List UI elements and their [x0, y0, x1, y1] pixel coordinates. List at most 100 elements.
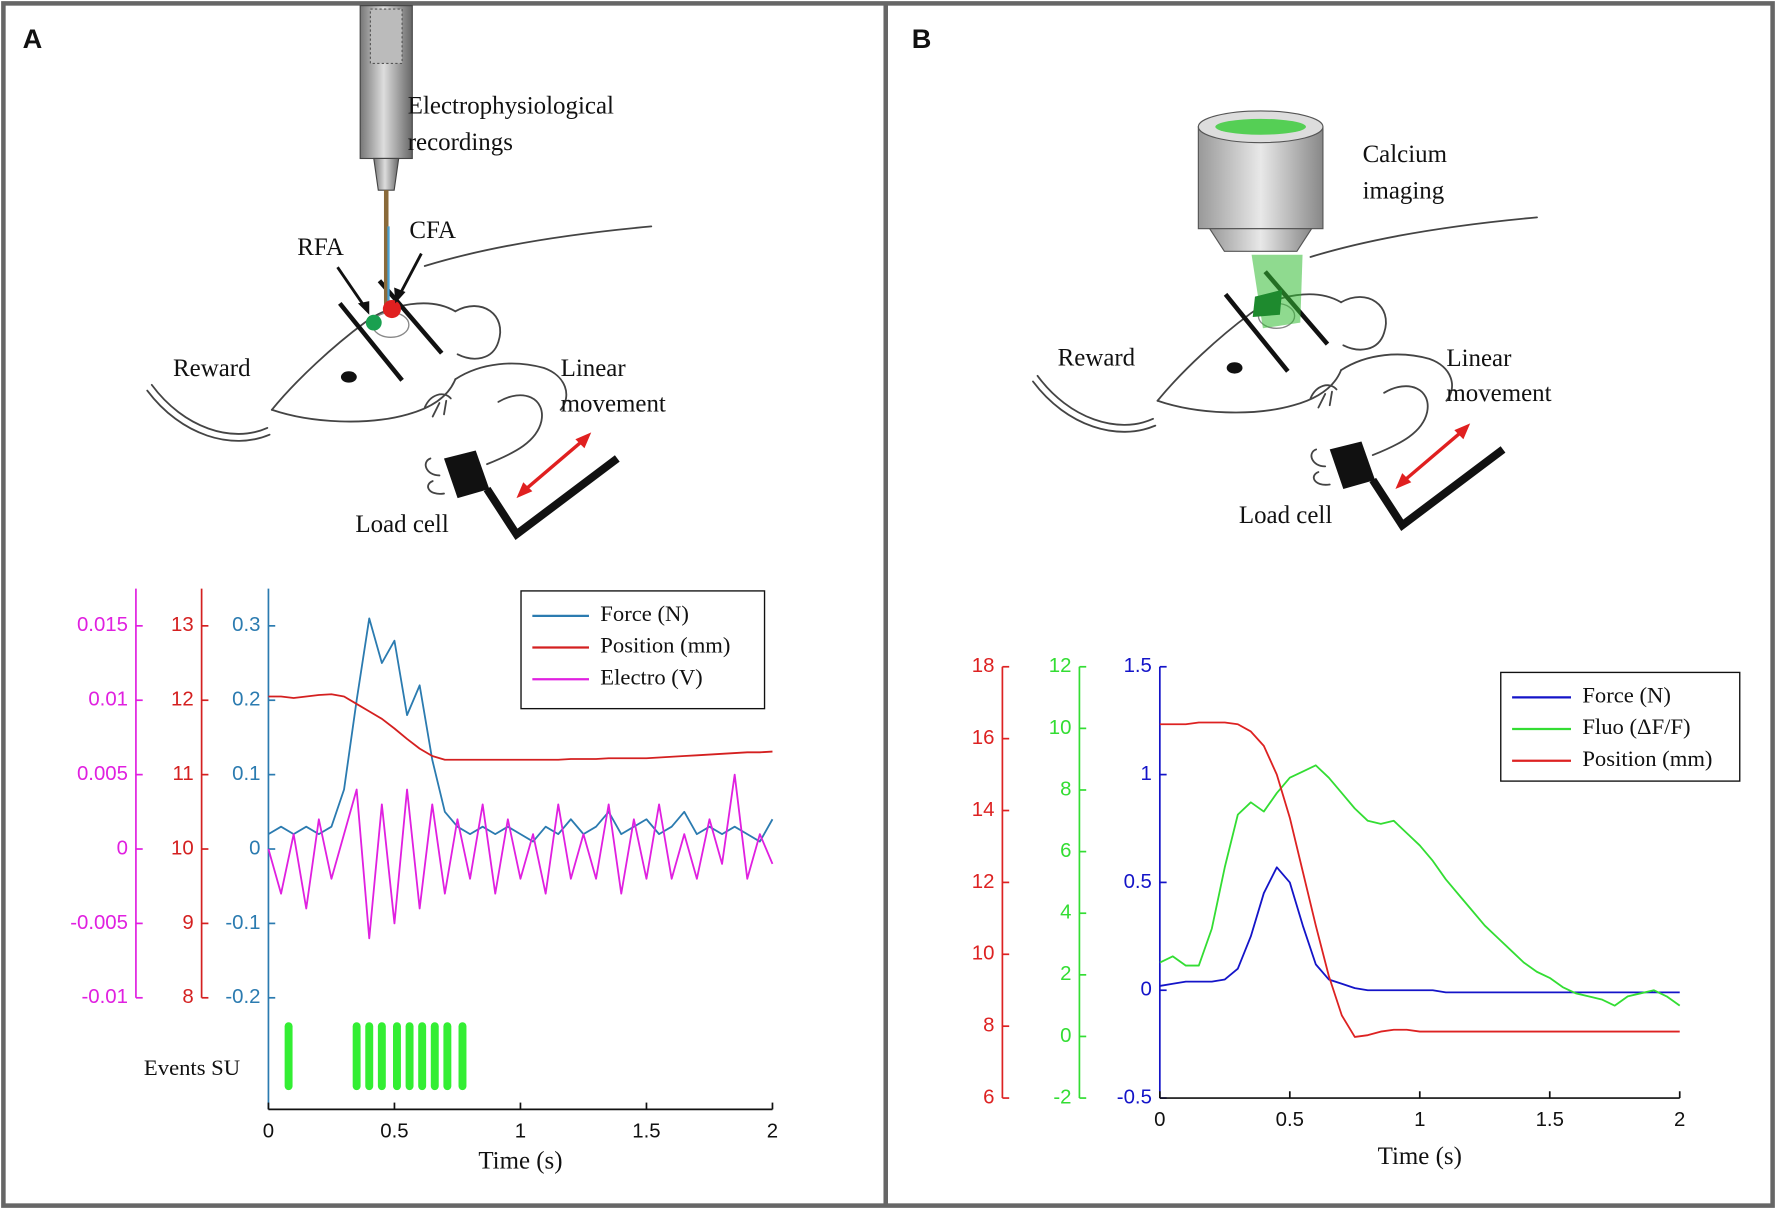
events-label: Events SU: [144, 1055, 240, 1080]
legend-label: Force (N): [1582, 683, 1671, 708]
arrow-head: [575, 432, 592, 449]
y-tick-label: 0.015: [77, 614, 128, 636]
annotation-line: recordings: [408, 128, 513, 155]
x-tick-label: 1: [515, 1120, 526, 1142]
y-tick-label: 0.3: [232, 614, 260, 636]
y-tick-label: 0: [1141, 979, 1152, 1001]
x-tick-label: 0: [263, 1120, 274, 1142]
y-tick-label: 0: [1060, 1025, 1071, 1047]
annotation: Load cell: [1239, 502, 1332, 529]
annotation: CFA: [409, 217, 456, 244]
legend-label: Position (mm): [600, 633, 730, 658]
x-tick-label: 1: [1414, 1109, 1425, 1131]
movement-arrow: [522, 437, 586, 493]
y-tick-label: 1: [1141, 763, 1152, 785]
y-tick-label: 0.1: [232, 763, 260, 785]
y-tick-label: 8: [1060, 778, 1071, 800]
movement-arrow: [1401, 428, 1465, 484]
y-tick-label: 10: [972, 943, 995, 965]
x-tick-label: 2: [767, 1120, 778, 1142]
x-tick-label: 2: [1674, 1109, 1685, 1131]
y-tick-label: 0.2: [232, 689, 260, 711]
series-line: [1159, 764, 1681, 1007]
event-tick: [418, 1022, 427, 1091]
x-tick-label: 0.5: [380, 1120, 408, 1142]
y-tick-label: 2: [1060, 963, 1071, 985]
event-tick: [365, 1022, 374, 1091]
y-tick-label: 1.5: [1124, 655, 1152, 677]
event-tick: [393, 1022, 401, 1091]
y-tick-label: -0.005: [70, 912, 128, 934]
y-tick-label: -2: [1053, 1086, 1071, 1108]
annotation: Reward: [1058, 345, 1136, 372]
annotation-line: Calcium: [1363, 141, 1447, 168]
annotation: Electrophysiological recordings: [408, 92, 614, 155]
x-tick-label: 0: [1154, 1109, 1165, 1131]
legend-box: [1500, 671, 1741, 782]
y-tick-label: 0: [249, 837, 260, 859]
arrow-head: [516, 482, 533, 499]
event-tick: [443, 1022, 452, 1091]
objective-tip: [1208, 228, 1313, 252]
x-tick-label: 1.5: [1536, 1109, 1564, 1131]
objective: [1197, 126, 1324, 230]
legend-box: [520, 590, 766, 710]
y-tick-label: -0.01: [82, 986, 128, 1008]
series-line: [267, 773, 774, 940]
legend-label: Fluo (ΔF/F): [1582, 714, 1690, 739]
y-tick-label: 12: [171, 689, 194, 711]
series-line: [1159, 866, 1680, 994]
x-axis-title: Time (s): [1378, 1143, 1462, 1170]
arrow: [397, 252, 423, 298]
y-tick-label: 4: [1060, 902, 1071, 924]
annotation-line: movement: [561, 390, 666, 417]
panel-label: B: [912, 23, 932, 54]
y-tick-label: 10: [171, 837, 194, 859]
y-tick-label: 8: [182, 986, 193, 1008]
electrode-thread: [369, 8, 403, 64]
y-tick-label: 12: [1049, 655, 1072, 677]
x-tick-label: 1.5: [632, 1120, 660, 1142]
annotation-line: imaging: [1363, 177, 1445, 204]
annotation-line: Linear: [1446, 345, 1512, 372]
annotation: Load cell: [355, 511, 448, 538]
annotation: Calcium imaging: [1363, 141, 1447, 204]
arrow-head: [1395, 473, 1412, 490]
series-line: [268, 693, 773, 761]
event-tick: [458, 1022, 467, 1091]
y-tick-label: 0.5: [1124, 871, 1152, 893]
y-tick-label: -0.2: [225, 986, 260, 1008]
y-tick-label: 8: [983, 1015, 994, 1037]
x-axis-title: Time (s): [478, 1147, 562, 1174]
y-tick-label: 18: [972, 655, 995, 677]
cfa-site: [382, 299, 401, 319]
y-tick-label: -0.1: [225, 912, 260, 934]
arrow-head: [357, 301, 370, 315]
panel-label: A: [23, 23, 43, 54]
annotation: Linear movement: [1446, 345, 1551, 407]
event-tick: [284, 1022, 293, 1091]
y-tick-label: 9: [182, 912, 193, 934]
series-line: [267, 617, 774, 843]
objective-lens: [1215, 118, 1306, 135]
legend-label: Electro (V): [600, 664, 702, 689]
annotation: Linear movement: [561, 355, 666, 417]
legend-label: Position (mm): [1582, 746, 1712, 771]
event-tick: [377, 1022, 386, 1091]
y-tick-label: 13: [171, 614, 194, 636]
y-tick-label: 12: [972, 871, 995, 893]
y-tick-label: 6: [1060, 840, 1071, 862]
y-tick-label: 0.01: [88, 689, 128, 711]
y-tick-label: 11: [173, 763, 194, 785]
y-tick-label: 0: [117, 837, 128, 859]
electrode-taper: [373, 157, 400, 191]
y-tick-label: 16: [972, 727, 995, 749]
arrow-head: [394, 287, 406, 304]
y-tick-label: 14: [972, 799, 995, 821]
annotation-line: Linear: [561, 355, 627, 382]
event-tick: [352, 1022, 361, 1091]
imaging-site: [1252, 289, 1283, 317]
x-tick-label: 0.5: [1276, 1109, 1304, 1131]
annotation: RFA: [297, 234, 344, 261]
